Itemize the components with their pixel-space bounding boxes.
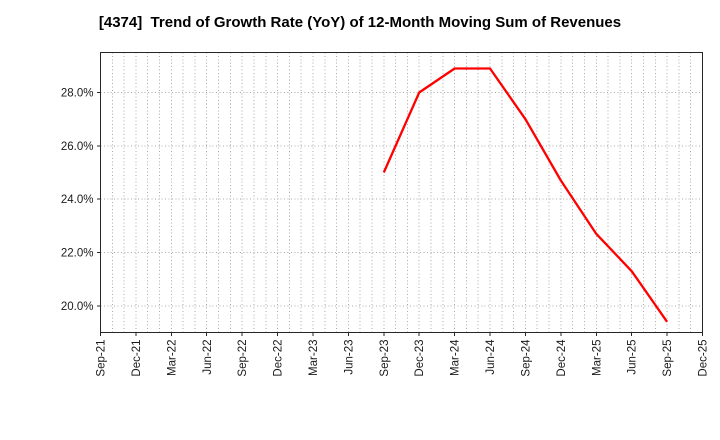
y-tick-label: 24.0% [61, 194, 94, 206]
x-tick-label: Dec-23 [414, 340, 426, 377]
x-tick-label: Sep-25 [662, 340, 674, 377]
revenue-growth-line [382, 67, 669, 323]
y-tick-label: 20.0% [61, 301, 94, 313]
x-tick-label: Jun-25 [627, 340, 639, 375]
y-tick-label: 26.0% [61, 141, 94, 153]
x-tick-label: Dec-22 [273, 340, 285, 377]
x-tick-label: Dec-21 [131, 340, 143, 377]
x-tick-label: Jun-22 [202, 340, 214, 375]
x-tick-label: Sep-21 [96, 340, 108, 377]
plot-frame [99, 51, 704, 334]
y-tick-label: 22.0% [61, 248, 94, 260]
x-tick-label: Sep-22 [237, 340, 249, 377]
x-tick-label: Dec-25 [698, 340, 710, 377]
x-tick-label: Sep-23 [379, 340, 391, 377]
x-tick-label: Jun-24 [485, 339, 497, 375]
chart-title: [4374] Trend of Growth Rate (YoY) of 12-… [98, 14, 622, 31]
x-tick-label: Mar-22 [166, 340, 178, 376]
x-tick-label: Mar-25 [591, 340, 603, 376]
x-tick-label: Jun-23 [343, 340, 355, 375]
y-tick-label: 28.0% [61, 88, 94, 100]
x-tick-label: Mar-23 [308, 340, 320, 376]
x-tick-label: Mar-24 [450, 339, 462, 376]
x-tick-label: Sep-24 [520, 339, 532, 377]
x-tick-label: Dec-24 [556, 339, 568, 377]
